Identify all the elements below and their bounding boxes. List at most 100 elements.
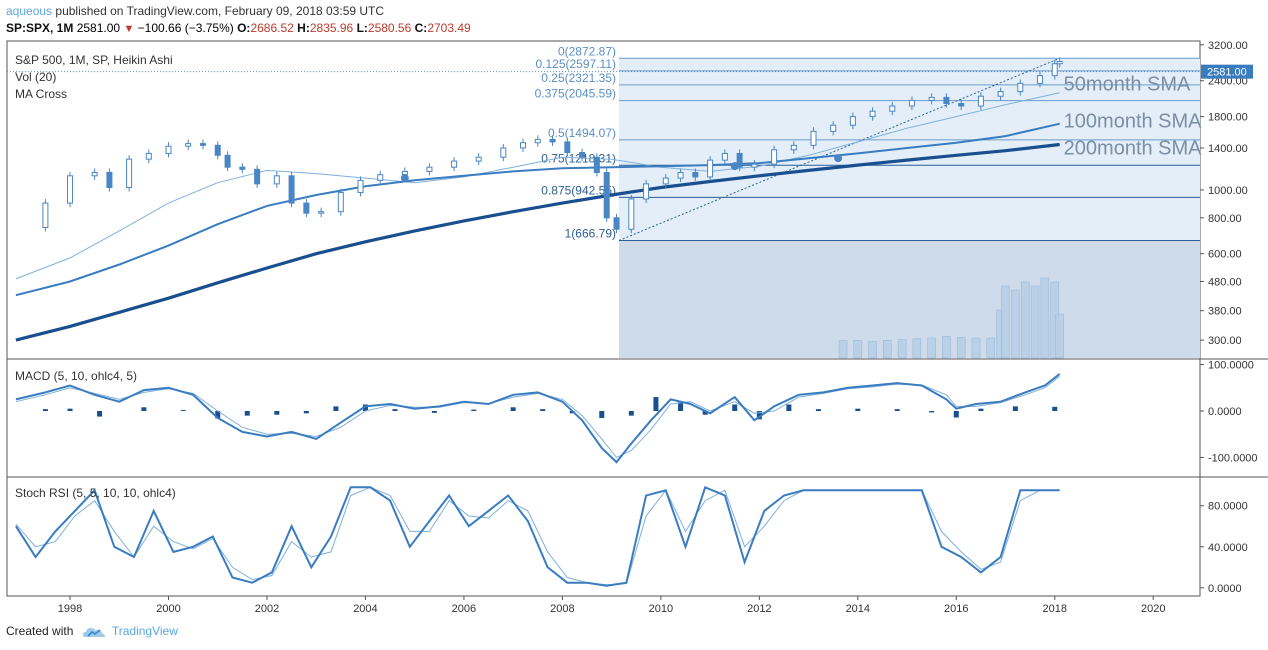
macd-histogram-bar (392, 409, 398, 411)
candle-body (519, 142, 526, 149)
time-axis-label: 2000 (156, 603, 180, 615)
volume-bar (1030, 285, 1040, 359)
macd-histogram-bar (303, 411, 309, 414)
volume-bar (838, 340, 848, 359)
sma-line-3 (15, 142, 1060, 342)
price-axis-label: 2400.00 (1208, 76, 1248, 88)
macd-line (15, 373, 1061, 464)
candle-body (1017, 82, 1024, 93)
time-axis-label: 2004 (353, 603, 377, 615)
price-axis-label: 800.00 (1208, 213, 1242, 225)
macd-histogram-bar (215, 411, 221, 419)
price-axis-label: 3200.00 (1208, 40, 1248, 52)
macd-histogram-bar (978, 408, 984, 411)
candle-body (126, 158, 133, 188)
sma-label-3: 200month SMA (1064, 137, 1203, 159)
candle-body (593, 156, 600, 174)
ma-cross-marker (730, 162, 739, 171)
candle-body (692, 172, 699, 178)
author-link[interactable]: aqueous (6, 4, 53, 18)
time-axis-label: 2016 (944, 603, 968, 615)
time-axis-label: 2020 (1141, 603, 1165, 615)
candle-body (500, 147, 507, 158)
close-value: 2703.49 (427, 21, 471, 35)
publish-header: aqueous published on TradingView.com, Fe… (6, 4, 384, 18)
fib-zone-lower (619, 240, 1200, 358)
sma-line-1 (15, 92, 1060, 280)
volume-bar (868, 340, 877, 359)
macd-histogram-bar (702, 411, 708, 415)
candle-body (564, 141, 571, 154)
candle-body (707, 159, 714, 178)
high-key: H: (297, 21, 310, 35)
candle-body (889, 105, 896, 112)
volume-bar (942, 336, 951, 359)
last-price: 2581.00 (76, 21, 121, 35)
candle-body (318, 211, 325, 214)
fib-level-label: 0.875(942.55) (541, 183, 616, 197)
candle-body (849, 116, 856, 126)
fib-level-label: 0.125(2597.11) (535, 57, 616, 71)
candle-body (475, 156, 482, 162)
macd-legend: MACD (5, 10, ohlc4, 5) (15, 369, 137, 383)
macd-histogram-bar (540, 409, 546, 411)
macd-histogram-bar (815, 409, 821, 411)
time-axis-label: 2008 (550, 603, 574, 615)
fib-zone-upper (619, 58, 1200, 241)
macd-histogram-bar (628, 411, 634, 416)
stoch-axis-label: 80.0000 (1208, 501, 1248, 513)
macd-histogram-bar (180, 410, 186, 411)
open-value: 2686.52 (250, 21, 294, 35)
volume-bar (1020, 281, 1030, 359)
volume-bar (1040, 277, 1050, 359)
macd-histogram-bar (929, 411, 935, 413)
candle-body (643, 183, 650, 200)
stoch-k-line (15, 485, 1060, 587)
sma-line-2 (15, 122, 1060, 297)
volume-bar (1001, 285, 1010, 359)
tradingview-link[interactable]: TradingView (111, 624, 178, 638)
macd-histogram-bar (97, 411, 103, 417)
candle-body (273, 175, 280, 185)
legend-volume: Vol (20) (15, 70, 56, 84)
candle-body (908, 99, 915, 107)
candle-body (106, 172, 113, 188)
candle-body (928, 96, 935, 101)
fib-level-label: 0(2872.87) (558, 44, 616, 58)
stoch-rsi-legend: Stoch RSI (5, 5, 10, 10, ohlc4) (15, 486, 176, 500)
fib-trend-line (618, 57, 1060, 241)
legend-ma-cross: MA Cross (15, 87, 67, 101)
fib-level-label: 0.375(2045.59) (535, 87, 616, 101)
down-arrow-icon: ▼ (123, 23, 135, 35)
macd-histogram-bar (362, 404, 368, 411)
sma-label-1: 50month SMA (1064, 74, 1191, 96)
candle-body (736, 152, 743, 168)
ma-cross-marker (834, 154, 843, 163)
candle-body (1051, 63, 1058, 77)
macd-axis-label: -100.0000 (1208, 452, 1258, 464)
candle-body (943, 96, 950, 104)
macd-histogram-bar (732, 404, 738, 411)
candle-body (91, 172, 98, 177)
sma-label-2: 100month SMA (1064, 111, 1203, 133)
macd-histogram-bar (244, 411, 250, 416)
candle-body (239, 166, 246, 170)
candle-body (751, 163, 758, 168)
candle-body (377, 174, 384, 181)
legend-main: S&P 500, 1M, SP, Heikin Ashi (15, 53, 173, 67)
candle-body (771, 149, 778, 165)
candle-body (42, 202, 49, 229)
time-axis-label: 2018 (1043, 603, 1067, 615)
price-axis-label: 1800.00 (1208, 112, 1248, 124)
candle-body (67, 175, 74, 204)
macd-histogram-bar (855, 408, 861, 411)
macd-axis-label: 100.0000 (1208, 360, 1254, 372)
volume-bar (927, 337, 936, 359)
volume-bar (912, 338, 922, 359)
created-with-label: Created with (6, 624, 74, 638)
candle-body (337, 191, 344, 213)
volume-bar (883, 340, 892, 359)
candle-body (357, 179, 364, 193)
volume-bar (971, 337, 981, 359)
